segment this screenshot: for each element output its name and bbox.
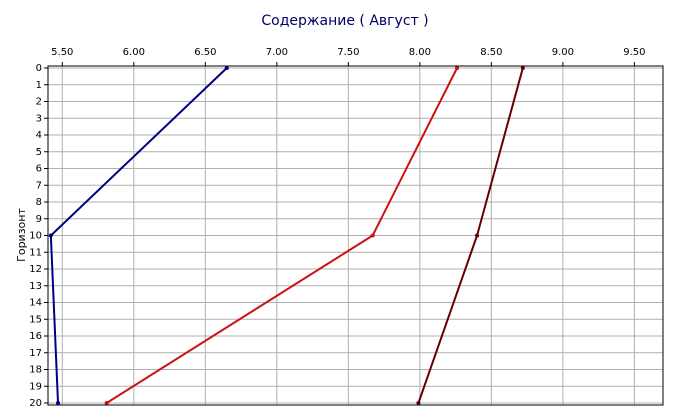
y-tick-label: 16	[29, 331, 42, 342]
y-tick-label: 9	[36, 214, 42, 225]
data-point	[455, 66, 460, 70]
y-axis-label: Горизонт	[15, 208, 28, 262]
y-tick-label: 18	[29, 365, 42, 376]
y-tick-label: 3	[36, 113, 42, 124]
data-point	[520, 66, 525, 70]
x-tick-label: 5.50	[51, 47, 73, 58]
y-tick-label: 17	[29, 348, 42, 359]
y-tick-label: 11	[29, 247, 42, 258]
y-tick-label: 12	[29, 264, 42, 275]
y-tick-label: 13	[29, 281, 42, 292]
y-tick-label: 10	[29, 231, 42, 242]
grid	[48, 66, 663, 405]
y-tick-label: 2	[36, 97, 42, 108]
chart-title: Содержание ( Август )	[261, 13, 428, 29]
y-tick-label: 5	[36, 147, 42, 158]
x-tick-label: 7.00	[266, 47, 288, 58]
x-tick-label: 8.50	[480, 47, 502, 58]
data-point	[475, 233, 480, 238]
y-tick-label: 20	[29, 398, 42, 409]
data-point	[370, 233, 375, 238]
x-tick-label: 9.50	[623, 47, 645, 58]
y-tick-label: 14	[29, 298, 42, 309]
x-tick-label: 8.00	[409, 47, 431, 58]
data-point	[224, 66, 229, 70]
data-point	[56, 401, 61, 405]
y-tick-label: 0	[36, 63, 42, 74]
x-tick-label: 9.00	[552, 47, 574, 58]
y-tick-label: 8	[36, 197, 42, 208]
y-tick-label: 15	[29, 314, 42, 325]
y-tick-label: 6	[36, 164, 42, 175]
data-point	[48, 233, 53, 238]
data-point	[416, 401, 421, 405]
data-point	[104, 401, 109, 405]
y-tick-label: 19	[29, 381, 42, 392]
x-tick-label: 7.50	[337, 47, 359, 58]
x-tick-label: 6.50	[194, 47, 216, 58]
y-tick-label: 1	[36, 80, 42, 91]
y-tick-label: 4	[36, 130, 42, 141]
plot	[48, 66, 525, 405]
y-tick-label: 7	[36, 180, 42, 191]
x-tick-label: 6.00	[123, 47, 145, 58]
